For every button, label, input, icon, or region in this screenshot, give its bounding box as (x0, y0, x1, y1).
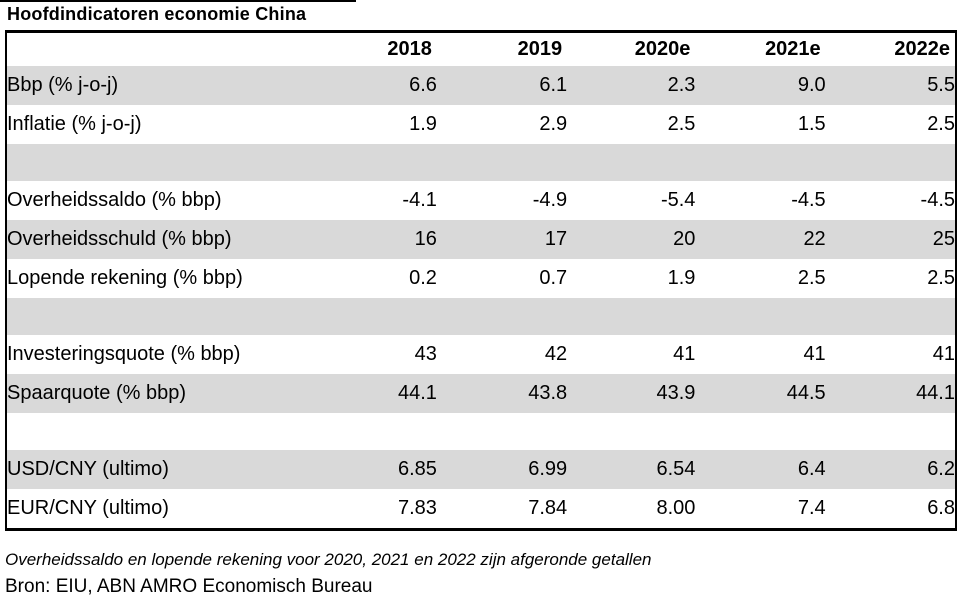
cell-value: 22 (803, 228, 826, 250)
cell-value: 7.83 (397, 497, 437, 519)
cell-value: -4.5 (920, 189, 955, 211)
table-row-bbp: Bbp (% j-o-j) 6.6 6.1 2.3 9.0 5.5 (6, 66, 956, 105)
table-spacer-row (6, 413, 956, 450)
table-row-overheidsschuld: Overheidsschuld (% bbp) 16 17 20 22 25 (6, 220, 956, 259)
cell-value: 25 (932, 228, 955, 250)
row-label: EUR/CNY (ultimo) (7, 497, 169, 519)
cell-value: 44.1 (397, 382, 437, 404)
cell-value: 6.54 (656, 458, 696, 480)
row-label: Bbp (% j-o-j) (7, 74, 119, 96)
cell-value: 1.5 (797, 113, 826, 135)
cell-value: 44.1 (916, 382, 955, 404)
cell-value: 2.3 (667, 74, 696, 96)
cell-value: 42 (544, 343, 568, 365)
row-label: Overheidssaldo (% bbp) (7, 189, 222, 211)
cell-value: 17 (544, 228, 568, 250)
table-row-overheidssaldo: Overheidssaldo (% bbp) -4.1 -4.9 -5.4 -4… (6, 181, 956, 220)
cell-value: 2.5 (927, 267, 955, 289)
cell-value: 0.7 (539, 267, 568, 289)
header-year: 2021e (765, 38, 821, 60)
cell-value: 43 (414, 343, 437, 365)
cell-value: 41 (673, 343, 696, 365)
header-corner-cell (6, 32, 307, 67)
cell-value: 6.1 (539, 74, 568, 96)
cell-value: 7.84 (528, 497, 568, 519)
table-spacer-row (6, 298, 956, 335)
cell-value: 1.9 (667, 267, 696, 289)
cell-value: 20 (673, 228, 696, 250)
cell-value: 1.9 (409, 113, 437, 135)
page-title: Hoofdindicatoren economie China (7, 4, 307, 24)
cell-value: 43.8 (528, 382, 568, 404)
cell-value: 44.5 (786, 382, 826, 404)
cell-value: 6.4 (797, 458, 826, 480)
cell-value: 41 (932, 343, 955, 365)
cell-value: 6.2 (927, 458, 955, 480)
header-year: 2020e (634, 38, 691, 60)
table-spacer-row (6, 144, 956, 181)
table-row-investeringsquote: Investeringsquote (% bbp) 43 42 41 41 41 (6, 335, 956, 374)
header-year: 2022e (894, 38, 950, 60)
row-label: Overheidsschuld (% bbp) (7, 228, 232, 250)
cell-value: 2.9 (539, 113, 568, 135)
header-year: 2018 (387, 38, 432, 60)
row-label: Lopende rekening (% bbp) (7, 267, 243, 289)
table-row-inflatie: Inflatie (% j-o-j) 1.9 2.9 2.5 1.5 2.5 (6, 105, 956, 144)
cell-value: 0.2 (409, 267, 437, 289)
cell-value: -5.4 (660, 189, 696, 211)
cell-value: 41 (803, 343, 826, 365)
cell-value: 2.5 (667, 113, 696, 135)
cell-value: 6.99 (528, 458, 568, 480)
cell-value: 2.5 (927, 113, 955, 135)
row-label: USD/CNY (ultimo) (7, 458, 169, 480)
cell-value: 2.5 (797, 267, 826, 289)
cell-value: 6.85 (397, 458, 437, 480)
table-row-lopende-rekening: Lopende rekening (% bbp) 0.2 0.7 1.9 2.5… (6, 259, 956, 298)
title-top-rule (0, 0, 356, 2)
cell-value: 7.4 (797, 497, 826, 519)
cell-value: 6.8 (927, 497, 955, 519)
cell-value: -4.9 (532, 189, 568, 211)
row-label: Investeringsquote (% bbp) (7, 343, 241, 365)
indicators-table: 2018 2019 2020e 2021e 2022e Bbp (% j-o-j… (5, 30, 957, 531)
source-line: Bron: EIU, ABN AMRO Economisch Bureau (5, 576, 373, 597)
row-label: Spaarquote (% bbp) (7, 382, 187, 404)
cell-value: 9.0 (797, 74, 826, 96)
cell-value: 5.5 (927, 74, 955, 96)
cell-value: 43.9 (656, 382, 696, 404)
cell-value: 16 (414, 228, 437, 250)
header-year: 2019 (517, 38, 563, 60)
table-row-eurcny: EUR/CNY (ultimo) 7.83 7.84 8.00 7.4 6.8 (6, 489, 956, 530)
table-row-spaarquote: Spaarquote (% bbp) 44.1 43.8 43.9 44.5 4… (6, 374, 956, 413)
table-row-usdcny: USD/CNY (ultimo) 6.85 6.99 6.54 6.4 6.2 (6, 450, 956, 489)
table-header-row: 2018 2019 2020e 2021e 2022e (6, 32, 956, 67)
cell-value: 8.00 (656, 497, 696, 519)
cell-value: -4.5 (791, 189, 826, 211)
cell-value: 6.6 (409, 74, 437, 96)
table-footnote: Overheidssaldo en lopende rekening voor … (5, 550, 652, 569)
cell-value: -4.1 (402, 189, 437, 211)
row-label: Inflatie (% j-o-j) (7, 113, 142, 135)
